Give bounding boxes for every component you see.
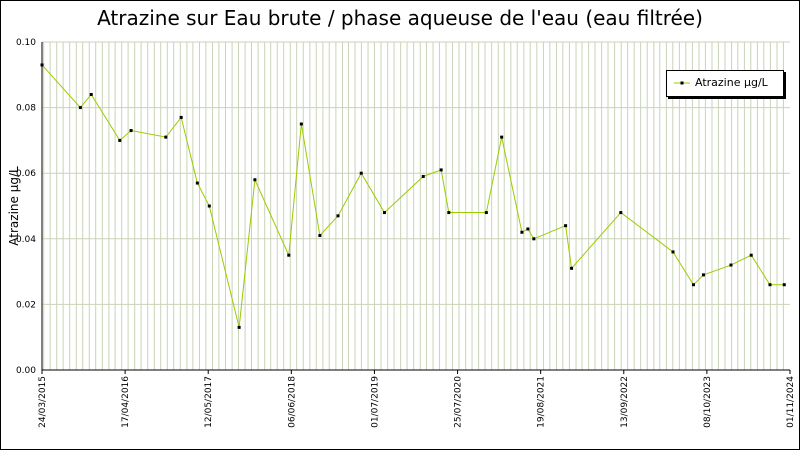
data-point <box>570 266 574 270</box>
y-tick-label: 0.00 <box>16 366 36 376</box>
data-point <box>299 122 303 126</box>
y-axis-title: Atrazine µg/L <box>7 166 21 246</box>
data-point <box>564 224 568 228</box>
data-point <box>179 115 183 119</box>
legend: Atrazine µg/L <box>666 70 784 97</box>
data-point <box>526 227 530 231</box>
series-layer <box>40 63 786 329</box>
y-tick-label: 0.04 <box>16 235 36 245</box>
data-point <box>195 181 199 185</box>
grid-layer <box>42 41 790 371</box>
data-point <box>671 250 675 254</box>
x-tick-label: 17/04/2016 <box>121 376 131 428</box>
data-point <box>164 135 168 139</box>
data-point <box>78 106 82 110</box>
data-point <box>237 325 241 329</box>
data-point <box>520 230 524 234</box>
legend-label: Atrazine µg/L <box>695 76 768 89</box>
x-tick-label: 13/09/2022 <box>620 376 630 428</box>
data-point <box>207 204 211 208</box>
x-tick-label: 01/11/2024 <box>786 376 796 428</box>
data-point <box>749 253 753 257</box>
data-point <box>691 283 695 287</box>
data-point <box>89 92 93 96</box>
data-point <box>768 283 772 287</box>
x-tick-label: 25/07/2020 <box>454 376 464 428</box>
data-point <box>484 211 488 215</box>
data-point <box>40 63 44 67</box>
legend-swatch-icon <box>674 81 690 85</box>
data-point <box>382 211 386 215</box>
data-point <box>359 171 363 175</box>
data-point <box>253 178 257 182</box>
data-point <box>287 253 291 257</box>
x-tick-label: 24/03/2015 <box>38 376 48 428</box>
data-point <box>500 135 504 139</box>
data-point <box>421 174 425 178</box>
data-point <box>439 168 443 172</box>
data-point <box>729 263 733 267</box>
y-tick-label: 0.06 <box>16 169 36 179</box>
axis-layer: 0.00 0.02 0.04 0.06 0.08 0.10 24/03/2015 17/04/… <box>16 38 796 428</box>
chart-title: Atrazine sur Eau brute / phase aqueuse d… <box>97 6 703 30</box>
plot-area <box>42 42 790 370</box>
x-tick-label: 01/07/2019 <box>370 376 380 428</box>
data-point <box>447 211 451 215</box>
x-tick-label: 06/06/2018 <box>287 376 297 428</box>
data-point <box>129 129 133 133</box>
data-point <box>532 237 536 241</box>
data-point <box>619 211 623 215</box>
y-tick-label: 0.02 <box>16 300 36 310</box>
data-point <box>336 214 340 218</box>
x-tick-label: 08/10/2023 <box>703 376 713 428</box>
data-point <box>118 138 122 142</box>
y-tick-label: 0.10 <box>16 38 36 48</box>
data-point <box>318 234 322 238</box>
data-point <box>701 273 705 277</box>
x-tick-label: 19/08/2021 <box>537 376 547 428</box>
x-tick-label: 12/05/2017 <box>204 376 214 428</box>
data-point <box>782 283 786 287</box>
y-tick-label: 0.08 <box>16 104 36 114</box>
